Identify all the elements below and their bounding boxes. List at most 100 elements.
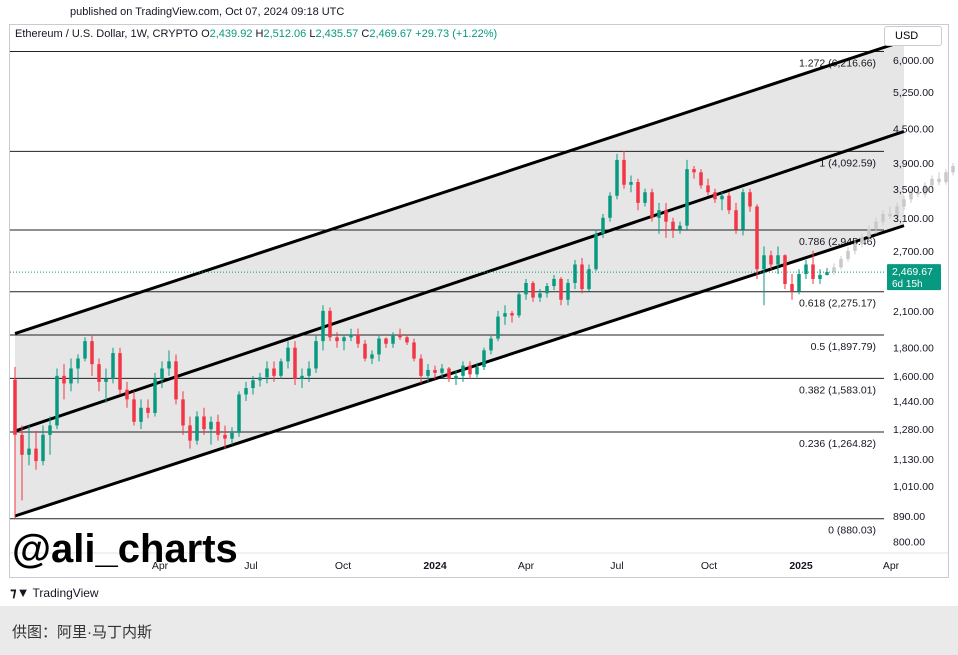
candle: [279, 361, 283, 376]
projection-candle: [888, 213, 892, 217]
projection-candle: [909, 192, 913, 200]
close-label: C: [361, 28, 370, 40]
candle: [286, 347, 290, 362]
projection-candle: [902, 199, 906, 207]
candle: [202, 416, 206, 430]
candle: [76, 358, 80, 369]
candle: [398, 334, 402, 338]
candle: [167, 361, 171, 369]
y-tick-label: 1,800.00: [893, 343, 934, 355]
candle: [62, 375, 66, 384]
fib-label-0.382: 0.382 (1,583.01): [799, 384, 876, 396]
candle: [447, 368, 451, 379]
candle: [720, 195, 724, 200]
y-tick-label: 5,250.00: [893, 87, 934, 99]
low-label: L: [309, 28, 316, 40]
candle: [265, 368, 269, 378]
projection-candle: [937, 178, 941, 183]
candle: [419, 358, 423, 376]
channel-line-upper: [14, 39, 905, 335]
candle: [160, 368, 164, 379]
projection-candle: [846, 250, 850, 259]
candle: [300, 375, 304, 379]
candle: [146, 407, 150, 413]
y-tick-label: 3,900.00: [893, 158, 934, 170]
currency-button[interactable]: USD: [884, 26, 942, 46]
x-tick-label: Jul: [244, 560, 257, 572]
candle: [83, 341, 87, 359]
y-tick-label: 890.00: [893, 511, 925, 523]
candle: [104, 378, 108, 382]
candle: [762, 255, 766, 270]
candle: [20, 434, 24, 455]
candle: [790, 283, 794, 292]
candle: [251, 380, 255, 389]
candle: [629, 182, 633, 185]
candle: [573, 264, 577, 283]
fib-label-0.5: 0.5 (1,897.79): [811, 341, 876, 353]
candle: [748, 192, 752, 207]
candle: [524, 282, 528, 295]
candle: [55, 375, 59, 426]
candle: [13, 379, 17, 435]
candle: [223, 434, 227, 439]
projection-candle: [916, 192, 920, 195]
candle: [587, 269, 591, 290]
candle: [664, 210, 668, 222]
candle: [608, 195, 612, 218]
fib-label-1: 1 (4,092.59): [819, 157, 876, 169]
projection-candle: [860, 237, 864, 244]
projection-candle: [839, 258, 843, 268]
candle: [454, 375, 458, 379]
candle: [496, 316, 500, 339]
candle: [426, 369, 430, 376]
candle: [510, 313, 514, 316]
candle: [391, 334, 395, 344]
bar-countdown: 6d 15h: [892, 279, 923, 290]
candle: [384, 338, 388, 344]
candle: [377, 338, 381, 355]
candle: [174, 361, 178, 400]
candle: [783, 255, 787, 284]
projection-candle: [944, 172, 948, 183]
y-tick-label: 1,130.00: [893, 454, 934, 466]
candle: [440, 368, 444, 373]
candle: [580, 264, 584, 290]
candle: [356, 334, 360, 344]
symbol-legend[interactable]: Ethereum / U.S. Dollar, 1W, CRYPTO O2,43…: [15, 28, 497, 40]
candle: [517, 294, 521, 316]
candle: [636, 182, 640, 203]
y-tick-label: 2,100.00: [893, 306, 934, 318]
candle: [741, 192, 745, 230]
projection-candle: [874, 221, 878, 230]
image-caption: 供图：阿里·马丁内斯: [12, 624, 152, 641]
y-tick-label: 1,280.00: [893, 424, 934, 436]
tradingview-logo[interactable]: ⁊▼ TradingView: [10, 585, 99, 601]
candle: [328, 310, 332, 338]
y-tick-label: 3,100.00: [893, 213, 934, 225]
candle: [545, 286, 549, 294]
candle: [90, 341, 94, 365]
candle: [111, 353, 115, 379]
last-price-value: 2,469.67: [892, 266, 933, 278]
channel-line-middle: [14, 129, 905, 433]
candle: [370, 354, 374, 359]
candle: [468, 365, 472, 375]
y-tick-label: 1,010.00: [893, 481, 934, 493]
projection-candle: [923, 185, 927, 195]
candle: [405, 337, 409, 343]
candle: [566, 282, 570, 300]
symbol-title: Ethereum / U.S. Dollar, 1W, CRYPTO: [15, 28, 198, 40]
candle: [412, 342, 416, 359]
candle: [209, 421, 213, 430]
low-value: 2,435.57: [315, 28, 359, 40]
candle: [797, 274, 801, 292]
candle: [538, 293, 542, 298]
last-price-tag: [887, 264, 941, 291]
candle: [272, 368, 276, 376]
candle: [811, 264, 815, 279]
candle: [293, 347, 297, 379]
candle: [132, 399, 136, 422]
price-chart[interactable]: 1.272 (6,216.66)1 (4,092.59)0.786 (2,945…: [0, 0, 958, 606]
candle: [139, 407, 143, 422]
